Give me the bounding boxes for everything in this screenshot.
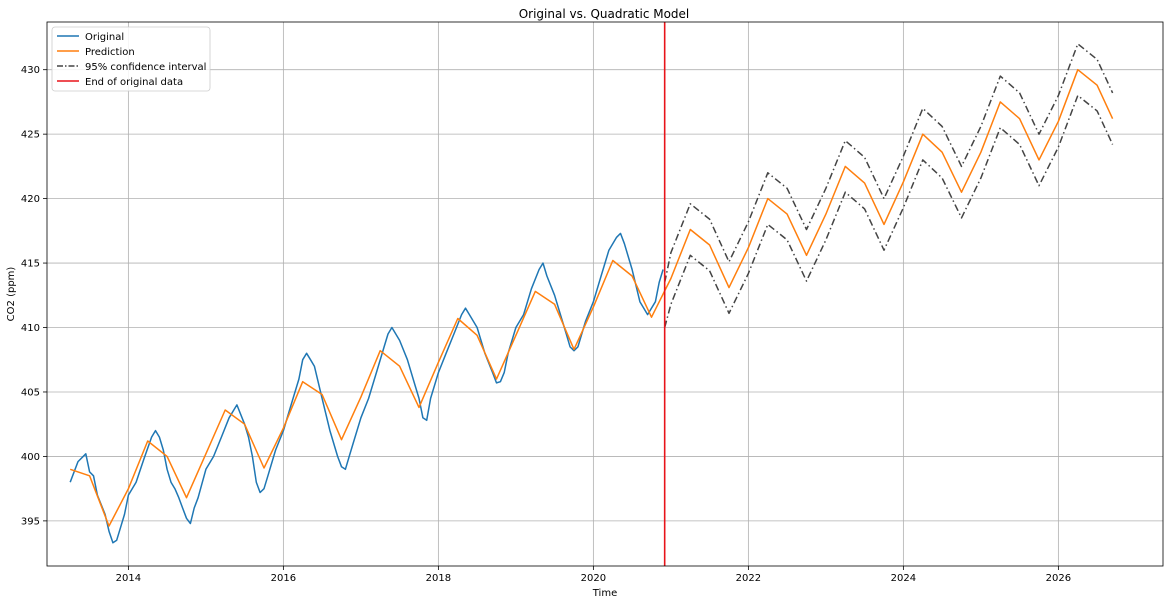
x-tick-label: 2018 — [426, 573, 451, 584]
x-tick-label: 2024 — [891, 573, 916, 584]
x-tick-label: 2026 — [1046, 573, 1071, 584]
y-tick-label: 420 — [21, 194, 40, 205]
y-tick-label: 415 — [21, 259, 40, 270]
y-tick-label: 410 — [21, 323, 40, 334]
y-tick-label: 395 — [21, 516, 40, 527]
y-gridlines — [47, 69, 1163, 522]
legend-label-end-of-data: End of original data — [85, 77, 183, 88]
y-axis-ticks: 395 400 405 410 415 420 425 430 — [21, 65, 47, 527]
series-confidence-upper-line — [663, 43, 1114, 283]
y-tick-label: 405 — [21, 387, 40, 398]
x-axis-ticks: 2014 2016 2018 2020 2022 2024 2026 — [116, 566, 1071, 584]
y-tick-label: 425 — [21, 130, 40, 141]
series-original-line — [69, 232, 664, 544]
x-tick-label: 2022 — [736, 573, 761, 584]
x-tick-label: 2016 — [271, 573, 296, 584]
plot-frame — [46, 21, 1164, 567]
legend-label-confidence: 95% confidence interval — [85, 62, 206, 73]
legend-label-original: Original — [85, 32, 124, 43]
legend-label-prediction: Prediction — [85, 47, 135, 58]
series-confidence-lower-line — [663, 94, 1114, 328]
x-gridlines — [127, 22, 1059, 566]
series-prediction-line — [69, 68, 1114, 527]
legend: Original Prediction 95% confidence inter… — [51, 26, 211, 92]
x-tick-label: 2014 — [116, 573, 141, 584]
plot-background — [47, 22, 1163, 566]
series-group — [69, 43, 1114, 544]
legend-box — [51, 26, 211, 92]
y-tick-label: 400 — [21, 452, 40, 463]
chart-title: Original vs. Quadratic Model — [519, 7, 690, 21]
y-tick-label: 430 — [21, 65, 40, 76]
x-axis-label: Time — [592, 588, 617, 599]
y-axis-label: CO2 (ppm) — [6, 267, 17, 322]
x-tick-label: 2020 — [581, 573, 606, 584]
